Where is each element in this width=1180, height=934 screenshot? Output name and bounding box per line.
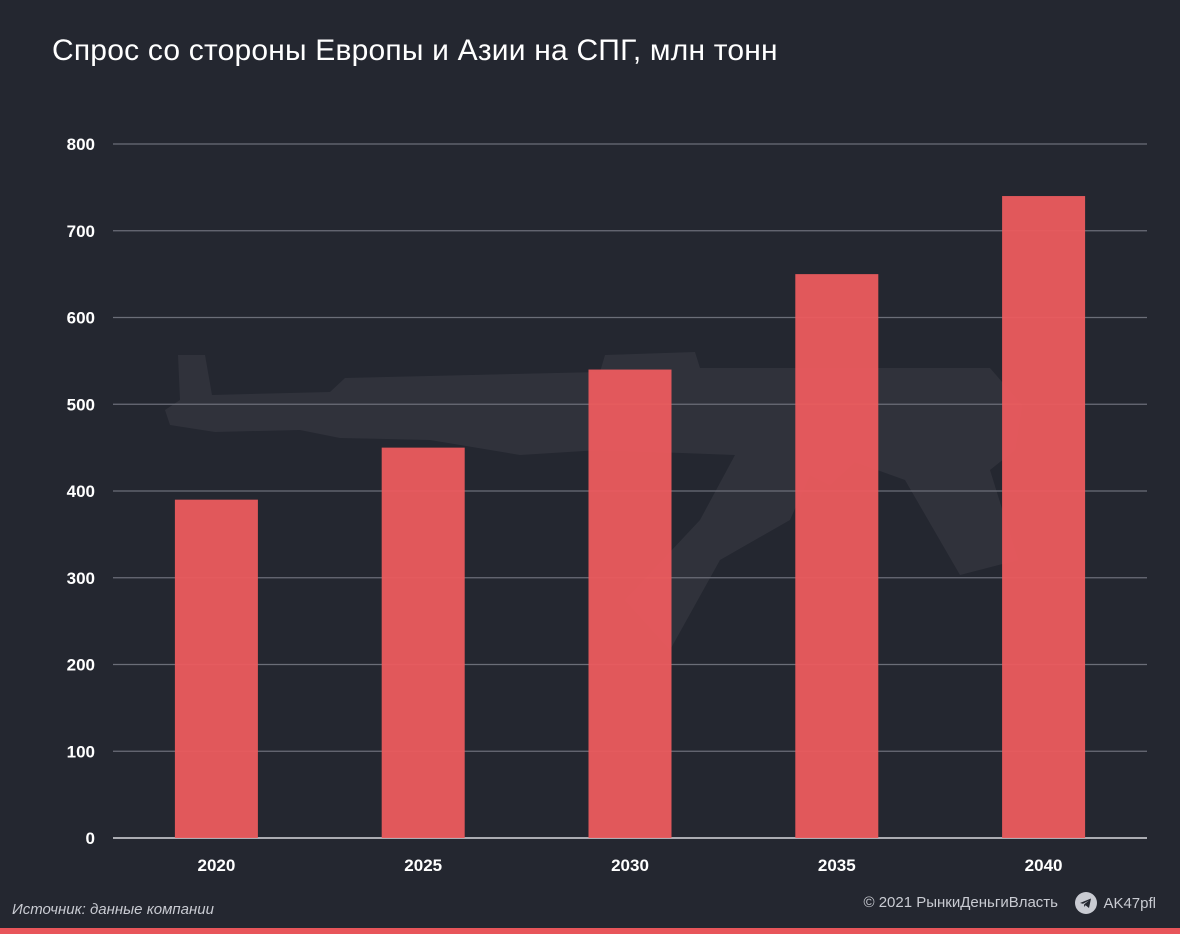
y-tick-label: 500 (67, 395, 95, 414)
x-tick-label: 2020 (197, 856, 235, 875)
bar-2030 (588, 369, 672, 838)
bar-2040 (1002, 196, 1086, 839)
bottom-accent-bar (0, 928, 1180, 934)
y-tick-label: 200 (67, 656, 95, 675)
y-tick-label: 0 (86, 829, 95, 848)
copyright-note: © 2021 РынкиДеньгиВласть (863, 894, 1058, 911)
bar-2035 (795, 274, 879, 838)
x-tick-label: 2025 (404, 856, 442, 875)
chart-title: Спрос со стороны Европы и Азии на СПГ, м… (52, 34, 778, 67)
y-tick-label: 100 (67, 742, 95, 761)
source-note: Источник: данные компании (12, 901, 214, 918)
bar-2025 (381, 447, 465, 838)
x-tick-label: 2030 (611, 856, 649, 875)
y-tick-label: 400 (67, 482, 95, 501)
telegram-link[interactable]: AK47pfl (1075, 892, 1156, 914)
y-tick-label: 600 (67, 309, 95, 328)
telegram-handle: AK47pfl (1103, 894, 1156, 912)
y-tick-label: 800 (67, 135, 95, 154)
y-tick-label: 300 (67, 569, 95, 588)
y-tick-label: 700 (67, 222, 95, 241)
x-tick-label: 2035 (818, 856, 856, 875)
telegram-icon (1075, 892, 1098, 914)
x-tick-label: 2040 (1025, 856, 1063, 875)
bar-2020 (174, 499, 258, 838)
